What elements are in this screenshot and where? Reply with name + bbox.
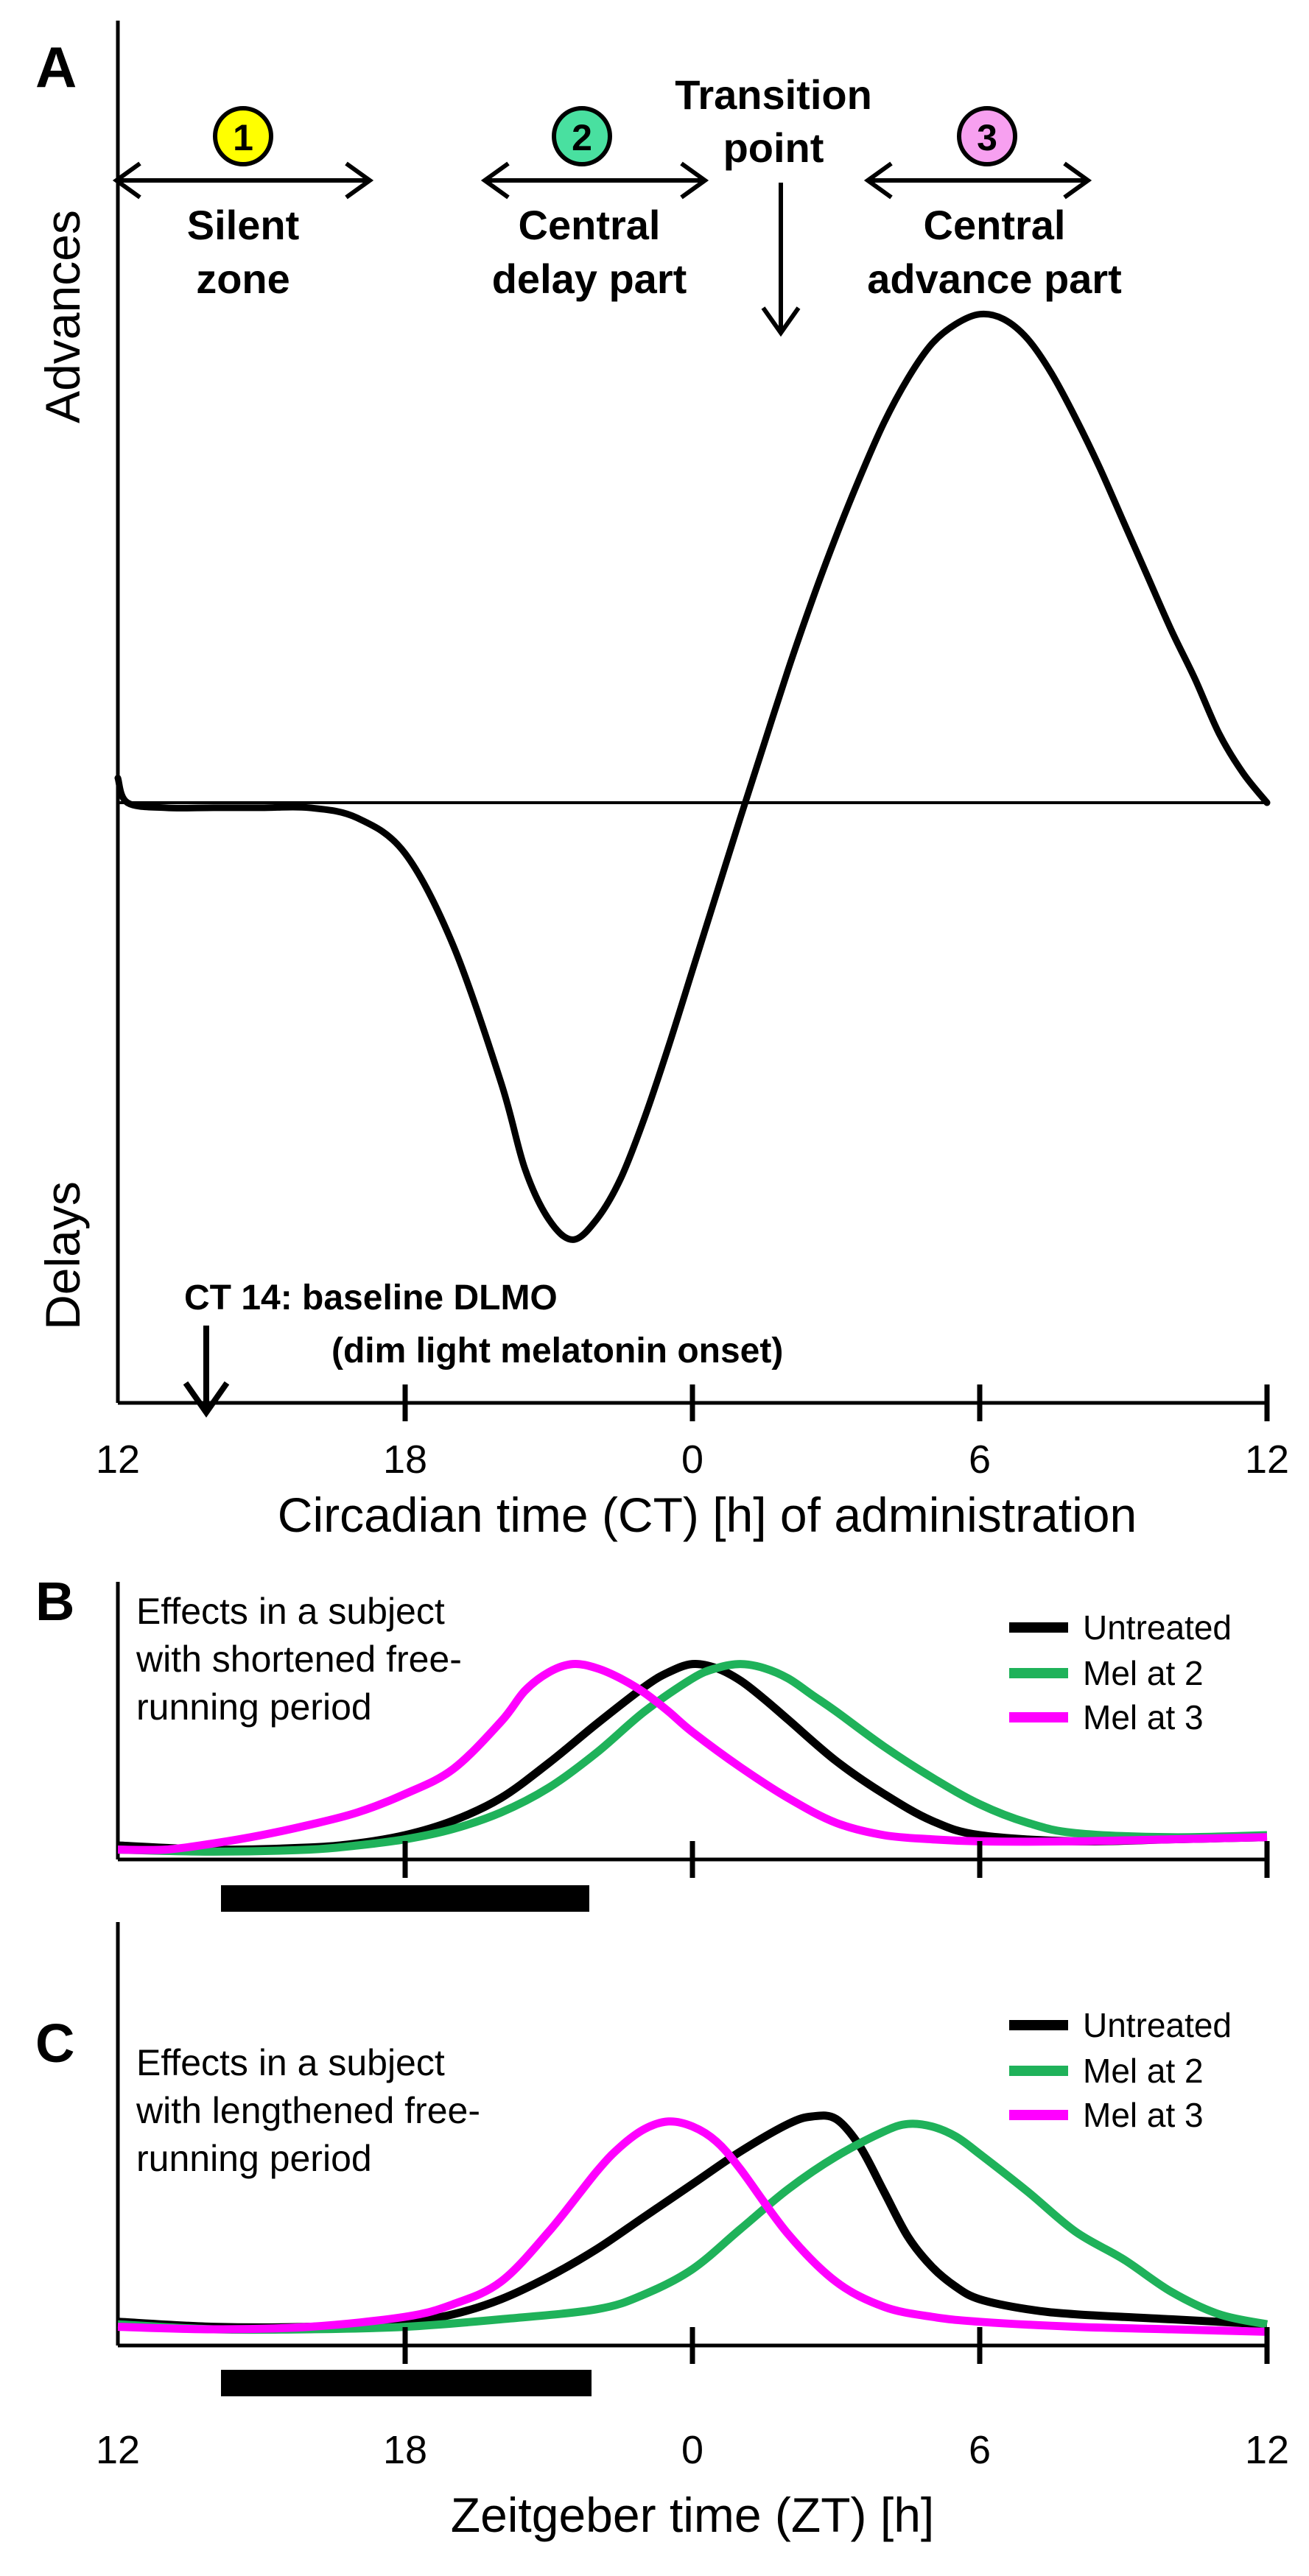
zone-1-arrow-left-icon — [112, 161, 141, 200]
panel-a-tick-label-12-right: 12 — [1245, 1437, 1289, 1482]
zone-2-number: 2 — [572, 117, 592, 158]
panel-c-mel2-curve — [117, 2119, 1268, 2334]
zone-2-annotation: 2 Central delay part — [480, 106, 709, 302]
panel-a-tick-label-18: 18 — [383, 1437, 427, 1482]
panel-c-x-axis-label: Zeitgeber time (ZT) [h] — [451, 2488, 935, 2542]
panel-b-mel3-curve — [117, 1659, 1268, 1854]
panel-c-text-line2: with lengthened free- — [136, 2090, 480, 2131]
panel-c-untreated-curve — [117, 2111, 1268, 2332]
panel-a-x-ticks — [402, 1384, 1270, 1421]
zone-3-badge — [957, 106, 1017, 166]
transition-label-line2: point — [723, 124, 824, 171]
panel-b: B Effects in a subject with shortened fr… — [35, 1571, 1270, 1912]
panel-a-tick-label-12-left: 12 — [96, 1437, 140, 1482]
zone-2-label-line2: delay part — [492, 256, 687, 302]
transition-point-annotation: Transition point — [675, 71, 872, 337]
zone-3-label-line1: Central — [924, 202, 1066, 248]
zone-1-annotation: 1 Silent zone — [112, 106, 374, 302]
zone-1-badge — [213, 106, 273, 166]
panel-c-tick-label-0: 0 — [681, 2428, 703, 2472]
zone-1-number: 1 — [233, 117, 253, 158]
panel-a: A Advances Delays 1 Silent zone 2 Centra… — [35, 21, 1289, 1542]
panel-c-tick-label-6: 6 — [969, 2428, 991, 2472]
panel-a-tick-label-6: 6 — [969, 1437, 991, 1482]
zone-3-arrow-left-icon — [863, 161, 893, 200]
zone-3-annotation: 3 Central advance part — [863, 106, 1122, 302]
phase-response-curve — [114, 310, 1271, 1243]
panel-c-tick-label-18: 18 — [383, 2428, 427, 2472]
legend-c-untreated-label: Untreated — [1083, 2006, 1232, 2044]
dlmo-annotation: CT 14: baseline DLMO (dim light melatoni… — [183, 1278, 783, 1418]
legend-c-mel3-label: Mel at 3 — [1083, 2096, 1204, 2134]
legend-b-mel2-label: Mel at 2 — [1083, 1654, 1204, 1692]
panel-b-dark-phase-bar — [221, 1885, 589, 1912]
panel-c-dark-phase-bar — [221, 2370, 592, 2396]
zone-2-arrow-right-icon — [680, 161, 709, 200]
zone-1-arrow-right-icon — [345, 161, 374, 200]
panel-c: C Effects in a subject with lengthened f… — [35, 1922, 1289, 2542]
legend-b-untreated-label: Untreated — [1083, 1608, 1232, 1647]
dlmo-arrow-down-icon — [183, 1381, 230, 1418]
panel-b-legend: Untreated Mel at 2 Mel at 3 — [1009, 1608, 1232, 1736]
zone-3-arrow-right-icon — [1063, 161, 1092, 200]
panel-a-ylabel-delays: Delays — [35, 1181, 90, 1330]
zone-2-badge — [552, 106, 612, 166]
panel-a-ylabel-advances: Advances — [35, 210, 90, 423]
zone-2-label-line1: Central — [519, 202, 661, 248]
legend-b-mel3-label: Mel at 3 — [1083, 1698, 1204, 1736]
legend-c-mel2-label: Mel at 2 — [1083, 2052, 1204, 2090]
panel-a-letter: A — [35, 35, 77, 99]
panel-b-letter: B — [35, 1571, 74, 1632]
transition-label-line1: Transition — [675, 71, 872, 118]
panel-b-text-line2: with shortened free- — [136, 1639, 462, 1680]
panel-a-x-axis-label: Circadian time (CT) [h] of administratio… — [278, 1488, 1137, 1542]
panel-b-mel2-curve — [117, 1660, 1268, 1856]
zone-3-label-line2: advance part — [867, 256, 1122, 302]
panel-c-text-line1: Effects in a subject — [136, 2042, 445, 2083]
zone-1-label-line2: zone — [196, 256, 290, 302]
panel-c-legend: Untreated Mel at 2 Mel at 3 — [1009, 2006, 1232, 2134]
dlmo-label-line2: (dim light melatonin onset) — [331, 1331, 783, 1370]
zone-2-arrow-left-icon — [480, 161, 510, 200]
panel-c-letter: C — [35, 2013, 74, 2074]
panel-c-mel3-curve — [117, 2117, 1268, 2336]
panel-a-tick-label-0: 0 — [681, 1437, 703, 1482]
zone-3-number: 3 — [977, 117, 997, 158]
panel-c-text-line3: running period — [136, 2138, 372, 2179]
panel-b-text-line1: Effects in a subject — [136, 1591, 445, 1632]
zone-1-label-line1: Silent — [187, 202, 299, 248]
panel-b-text-line3: running period — [136, 1686, 372, 1728]
panel-c-tick-label-12-left: 12 — [96, 2428, 140, 2472]
panel-c-tick-label-12-right: 12 — [1245, 2428, 1289, 2472]
dlmo-label-line1: CT 14: baseline DLMO — [184, 1278, 558, 1317]
transition-arrow-down-icon — [761, 306, 801, 337]
